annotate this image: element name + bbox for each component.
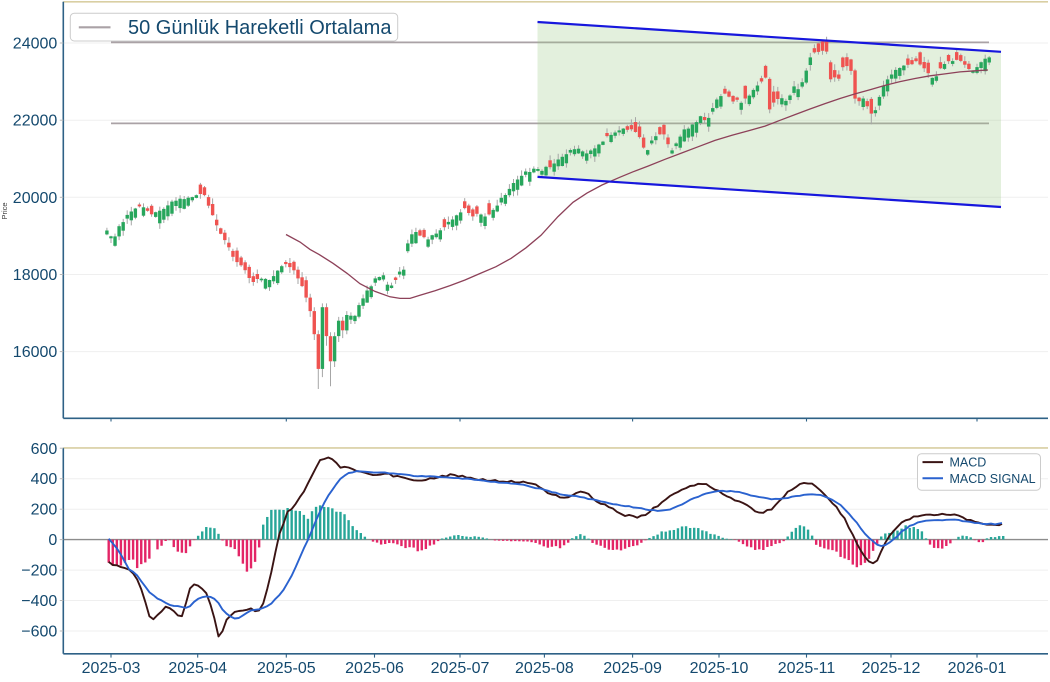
svg-text:−400: −400 [21,593,57,610]
svg-text:400: 400 [31,471,58,488]
svg-text:2025-06: 2025-06 [345,660,404,677]
svg-text:2026-01: 2026-01 [948,660,1007,677]
svg-text:MACD: MACD [950,456,987,470]
svg-text:2025-08: 2025-08 [515,660,574,677]
svg-text:18000: 18000 [13,267,58,284]
svg-text:2025-03: 2025-03 [82,660,141,677]
svg-text:2025-05: 2025-05 [257,660,316,677]
svg-text:−600: −600 [21,624,57,641]
svg-text:600: 600 [31,441,58,458]
svg-text:24000: 24000 [13,36,58,53]
svg-text:−200: −200 [21,563,57,580]
svg-text:2025-09: 2025-09 [603,660,662,677]
svg-text:MACD SIGNAL: MACD SIGNAL [950,472,1036,486]
svg-text:50 Günlük Hareketli Ortalama: 50 Günlük Hareketli Ortalama [128,17,392,39]
svg-text:20000: 20000 [13,190,58,207]
svg-text:Price: Price [0,202,9,219]
svg-text:200: 200 [31,502,58,519]
svg-text:2025-12: 2025-12 [862,660,921,677]
svg-text:2025-04: 2025-04 [168,660,227,677]
svg-text:2025-10: 2025-10 [690,660,749,677]
svg-text:2025-11: 2025-11 [778,660,836,677]
svg-text:0: 0 [48,532,57,549]
svg-text:2025-07: 2025-07 [431,660,490,677]
svg-text:22000: 22000 [13,113,58,130]
svg-text:16000: 16000 [13,344,58,361]
